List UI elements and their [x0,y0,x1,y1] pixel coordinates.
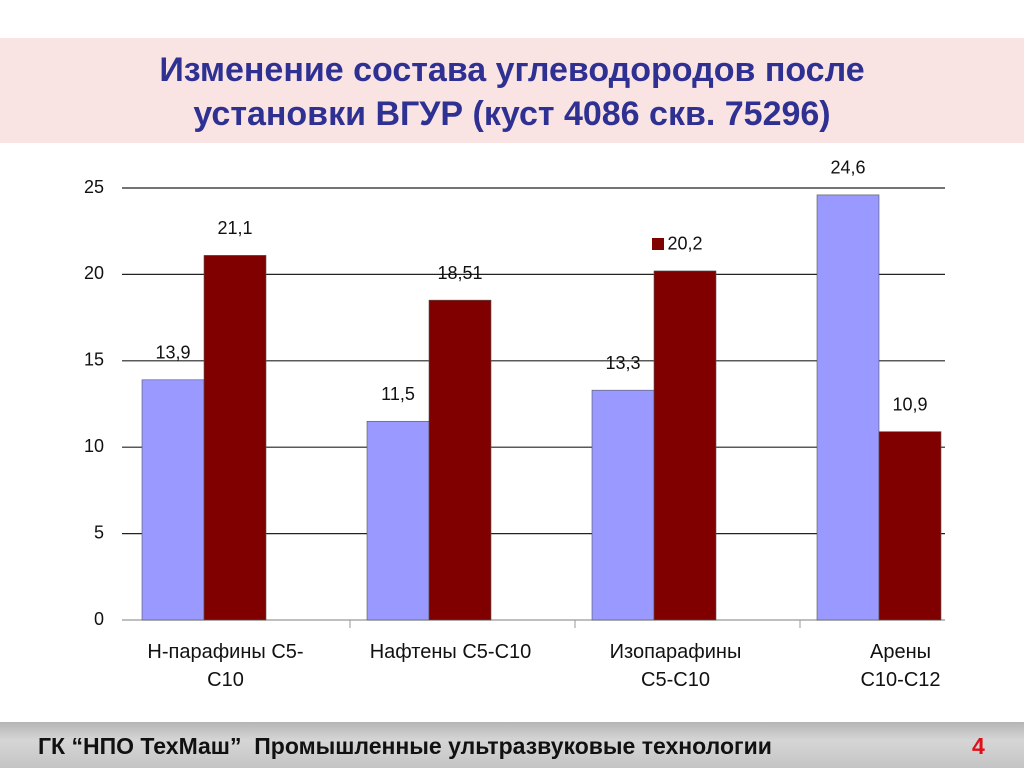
value-label: 13,3 [605,353,640,373]
y-tick-label: 15 [84,350,104,370]
y-tick-label: 25 [84,177,104,197]
bar [203,255,267,621]
x-tick-label: Изопарафины С5-С10 [609,641,742,691]
value-label: 13,9 [155,343,190,363]
footer-text: ГК “НПО ТехМаш” Промышленные ультразвуко… [38,733,772,759]
x-tick-label: Н-парафины С5- С10 [147,641,304,691]
bar [816,194,880,621]
y-tick-label: 0 [94,609,104,629]
value-label: 24,6 [830,158,865,178]
x-tick-label: Нафтены С5-С10 [369,641,532,663]
marker-square [652,238,664,250]
bar [428,299,492,621]
value-label: 21,1 [217,218,252,238]
value-label: 20,2 [667,234,702,254]
title-band [0,38,1024,143]
bar [878,431,942,621]
x-tick-label: Арены С10-С12 [860,641,941,691]
bar [653,270,717,621]
chart-title: Изменение состава углеводородов после ус… [159,51,865,133]
bar [591,389,655,621]
y-tick-label: 20 [84,263,104,283]
y-tick-label: 10 [84,436,104,456]
page-number: 4 [972,733,985,759]
bar [366,420,430,621]
value-label: 10,9 [892,394,927,414]
value-label: 18,51 [437,263,482,283]
bar [141,379,205,621]
value-label: 11,5 [381,384,415,404]
footer-bar [0,722,1024,768]
y-tick-label: 5 [94,522,104,542]
